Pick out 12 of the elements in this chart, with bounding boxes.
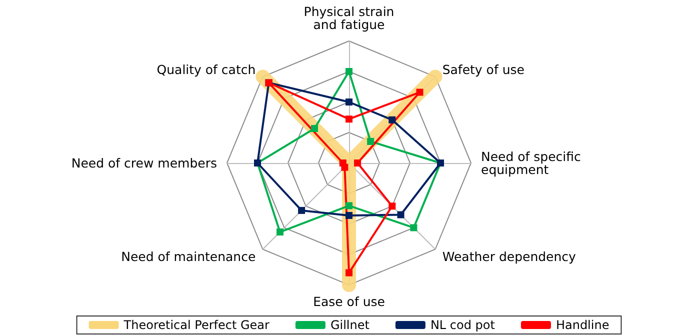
legend-label: NL cod pot <box>430 318 496 332</box>
spoke-label: Weather dependency <box>442 248 577 264</box>
spoke-label: Physical strain and fatigue <box>304 4 394 32</box>
legend-label: Handline <box>556 318 610 332</box>
spoke-label: Need of maintenance <box>121 248 256 264</box>
legend-label: Theoretical Perfect Gear <box>122 318 270 332</box>
spoke-label: Safety of use <box>442 62 525 78</box>
legend-label: Gillnet <box>330 318 370 332</box>
spoke-label: Need of specific equipment <box>481 149 582 177</box>
spoke-label: Quality of catch <box>156 62 256 78</box>
spoke-label: Need of crew members <box>71 156 217 170</box>
spoke-label: Ease of use <box>313 294 386 309</box>
